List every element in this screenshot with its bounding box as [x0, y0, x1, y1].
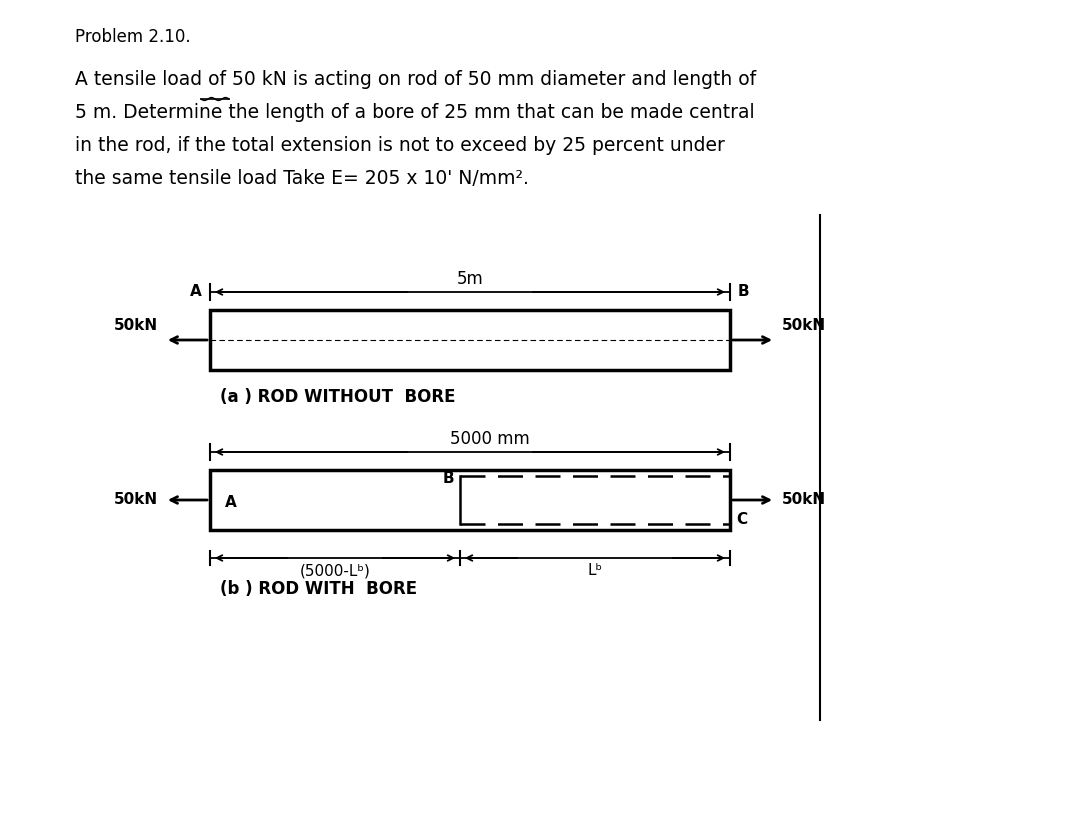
Text: B: B — [442, 471, 454, 486]
Text: in the rod, if the total extension is not to exceed by 25 percent under: in the rod, if the total extension is no… — [75, 136, 725, 155]
Text: Lᵇ: Lᵇ — [587, 563, 603, 578]
Text: 5000 mm: 5000 mm — [450, 430, 530, 448]
Text: A tensile load of 50 kN is acting on rod of 50 mm diameter and length of: A tensile load of 50 kN is acting on rod… — [75, 70, 756, 89]
Text: 5 m. Determine the length of a bore of 25 mm that can be made central: 5 m. Determine the length of a bore of 2… — [75, 103, 755, 122]
Text: the same tensile load Take E= 205 x 10' N/mm².: the same tensile load Take E= 205 x 10' … — [75, 169, 529, 188]
Text: 50kN: 50kN — [114, 318, 159, 333]
Bar — [210, 470, 730, 530]
Text: (b ) ROD WITH  BORE: (b ) ROD WITH BORE — [220, 580, 417, 598]
Bar — [210, 310, 730, 370]
Text: B: B — [738, 285, 750, 300]
Text: Problem 2.10.: Problem 2.10. — [75, 28, 191, 46]
Text: C: C — [736, 512, 748, 527]
Text: 50kN: 50kN — [114, 492, 159, 507]
Text: A: A — [225, 495, 237, 509]
Text: 5m: 5m — [456, 270, 483, 288]
Text: 50kN: 50kN — [782, 492, 826, 507]
Text: 50kN: 50kN — [782, 318, 826, 333]
Text: (5000-Lᵇ): (5000-Lᵇ) — [300, 563, 371, 578]
Text: A: A — [191, 285, 202, 300]
Text: (a ) ROD WITHOUT  BORE: (a ) ROD WITHOUT BORE — [220, 388, 455, 406]
